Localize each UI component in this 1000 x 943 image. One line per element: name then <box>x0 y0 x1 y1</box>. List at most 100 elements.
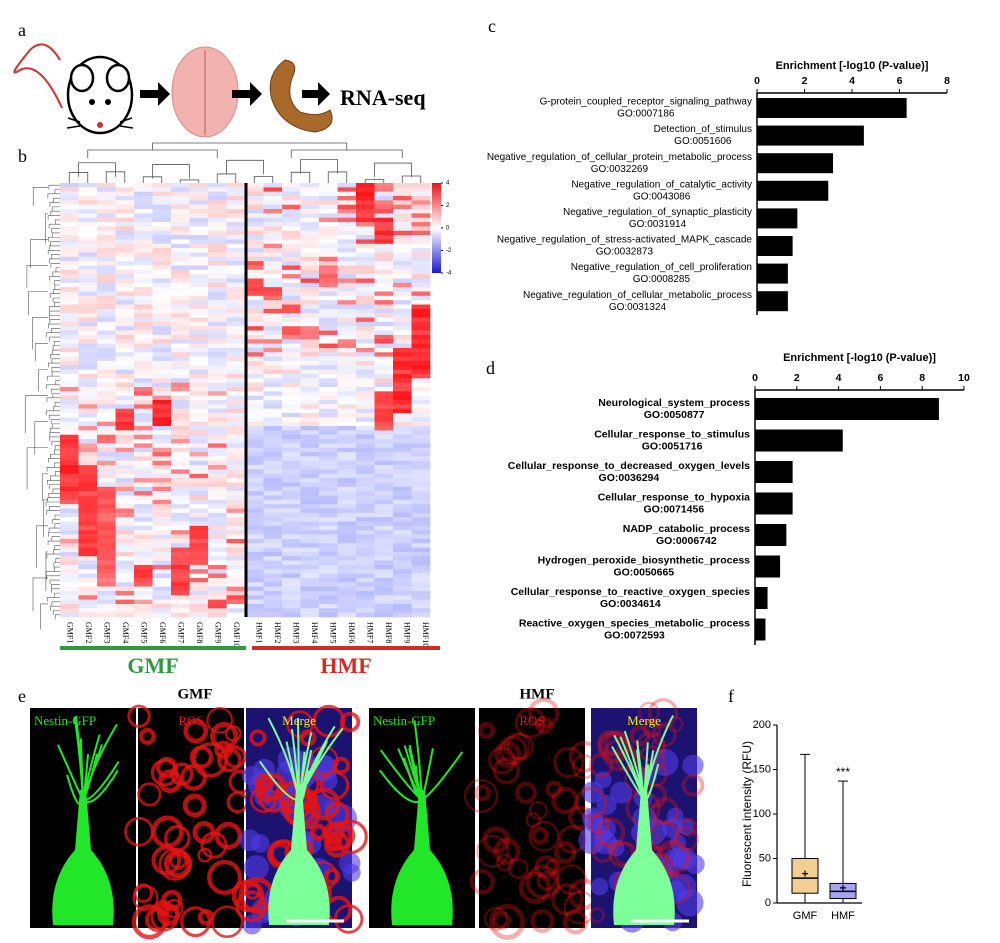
heatmap-cell <box>134 187 153 192</box>
ros-signal <box>553 746 585 779</box>
heatmap-cell <box>97 352 116 357</box>
heatmap-cell <box>245 512 264 518</box>
heatmap-cell <box>337 217 357 223</box>
heatmap-cell <box>374 430 394 436</box>
heatmap-cell <box>60 252 79 258</box>
heatmap-cell <box>115 534 135 540</box>
mouse-tail <box>13 43 63 109</box>
heatmap-cell <box>171 243 190 249</box>
heatmap-cell <box>337 482 357 488</box>
heatmap-cell <box>300 460 320 466</box>
heatmap-cell <box>171 334 190 340</box>
dendrogram-branch <box>46 597 60 602</box>
heatmap-cell <box>356 222 375 227</box>
heatmap-cell <box>282 369 301 375</box>
heatmap-cell <box>300 421 320 427</box>
heatmap-cell <box>189 256 209 262</box>
ros-signal <box>339 711 361 733</box>
ros-signal <box>592 842 613 864</box>
heatmap-cell <box>263 482 283 488</box>
heatmap-cell <box>171 434 190 440</box>
heatmap-cell <box>300 426 320 431</box>
ros-signal <box>638 701 660 723</box>
heatmap-cell <box>78 408 98 414</box>
heatmap-cell <box>319 534 338 540</box>
heatmap-cell <box>60 356 79 362</box>
heatmap-cell <box>171 439 190 444</box>
dendrogram-branch <box>28 291 48 316</box>
heatmap-cell <box>78 486 98 492</box>
heatmap-cell <box>226 491 246 496</box>
heatmap-cell <box>134 209 153 214</box>
ros-signal <box>589 752 614 778</box>
heatmap-cell <box>60 334 79 340</box>
heatmap-cell <box>171 408 190 414</box>
heatmap-cell <box>189 391 209 396</box>
heatmap-cell <box>282 456 301 462</box>
heatmap-cell <box>208 326 227 331</box>
heatmap-cell <box>226 347 246 353</box>
heatmap-cell <box>78 456 98 462</box>
heatmap-cell <box>115 252 135 258</box>
heatmap-cell <box>134 313 153 318</box>
heatmap-cell <box>60 386 79 392</box>
heatmap-cell <box>374 378 394 383</box>
heatmap-cell <box>171 274 190 279</box>
heatmap-cell <box>97 564 116 570</box>
mouse-eye <box>105 99 111 105</box>
heatmap-cell <box>208 352 227 357</box>
heatmap-cell <box>152 261 172 266</box>
heatmap-cell <box>134 248 153 253</box>
heatmap-cell <box>115 482 135 488</box>
heatmap-cell <box>300 200 320 205</box>
ros-signal <box>333 904 364 934</box>
heatmap-cell <box>393 321 412 327</box>
heatmap-cell <box>263 512 283 518</box>
heatmap-cell <box>263 452 283 457</box>
x-tick-label: 2 <box>802 75 808 87</box>
dendrogram-branch <box>49 276 60 281</box>
heatmap-cell <box>152 386 172 392</box>
heatmap-cell <box>226 586 246 592</box>
heatmap-cell <box>411 495 431 501</box>
dendrogram-branch <box>49 319 60 325</box>
panel-a-art: RNA-seq <box>13 43 426 138</box>
heatmap-cell <box>208 222 227 227</box>
nucleus <box>578 826 607 855</box>
heatmap-cell <box>263 465 283 470</box>
column-label: GMF4 <box>121 622 130 643</box>
heatmap-cell <box>208 226 227 232</box>
heatmap-cell <box>393 608 412 613</box>
heatmap-cell <box>60 599 79 605</box>
heatmap-cell <box>393 556 412 561</box>
heatmap-cell <box>282 352 301 357</box>
heatmap-cell <box>356 543 375 548</box>
heatmap-cell <box>78 582 98 587</box>
heatmap-cell <box>208 200 227 205</box>
category-id: GO:0043086 <box>633 191 691 202</box>
x-tick-label: 0 <box>754 75 760 87</box>
channel-label: Merge <box>282 713 316 728</box>
heatmap-cell <box>226 278 246 284</box>
category-label: Reactive_oxygen_species_metabolic_proces… <box>519 617 750 629</box>
dendrogram-branch <box>46 466 60 472</box>
heatmap-cell <box>411 330 431 336</box>
heatmap-cell <box>263 478 283 483</box>
heatmap-cell <box>356 378 375 383</box>
heatmap-cell <box>97 204 116 210</box>
heatmap-cell <box>208 378 227 383</box>
heatmap-cell <box>208 239 227 245</box>
nucleus <box>610 781 633 804</box>
heatmap-cell <box>374 356 394 362</box>
heatmap-cell <box>282 577 301 583</box>
neuron-soma <box>52 790 114 925</box>
heatmap-cell <box>134 261 153 266</box>
heatmap-cell <box>245 235 264 240</box>
heatmap-cell <box>60 226 79 232</box>
heatmap-cell <box>189 482 209 488</box>
heatmap-cell <box>300 408 320 414</box>
heatmap-cell <box>152 569 172 574</box>
dendrogram-branch <box>40 603 48 630</box>
heatmap-cell <box>115 599 135 605</box>
heatmap-cell <box>60 577 79 583</box>
